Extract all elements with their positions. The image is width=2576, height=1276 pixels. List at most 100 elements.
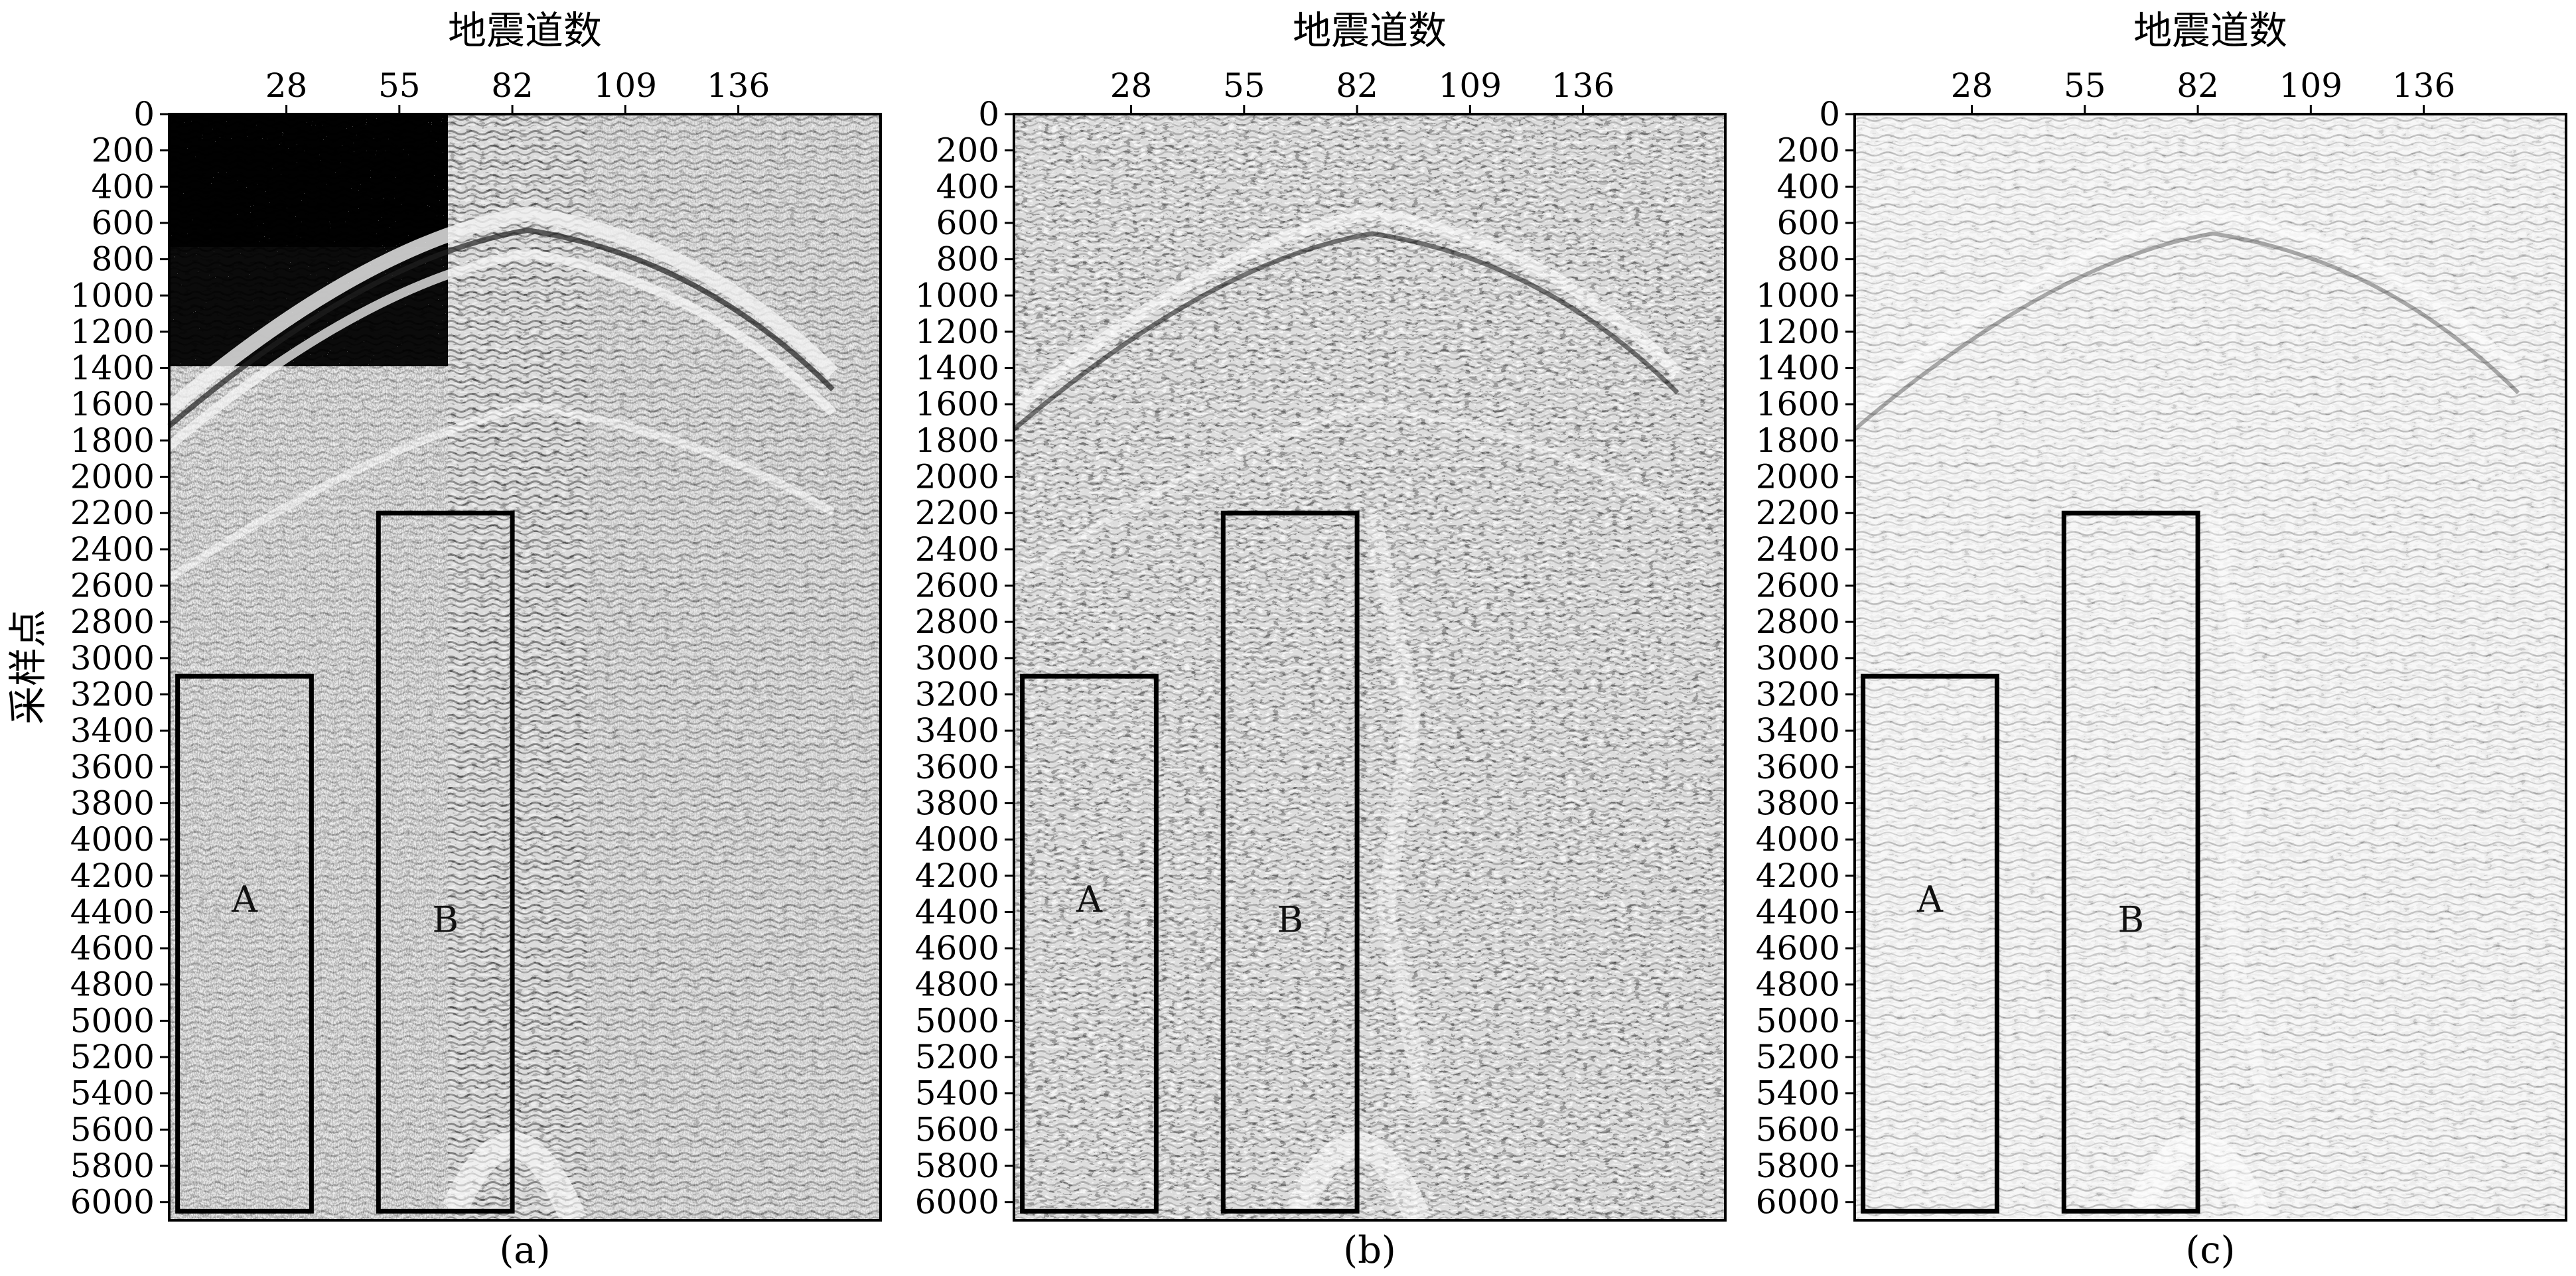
region-box-b-c: [2061, 510, 2200, 1214]
y-tick-label-a-11: 2200: [70, 494, 155, 532]
y-tick-label-b-13: 2600: [915, 567, 999, 605]
y-tick-label-a-15: 3000: [70, 639, 155, 677]
y-tick-label-a-14: 2800: [70, 603, 155, 641]
y-tick-label-c-30: 6000: [1756, 1183, 1840, 1222]
seismic-image-a: [164, 114, 881, 1226]
y-tick-label-c-20: 4000: [1756, 820, 1840, 859]
y-tick-label-a-12: 2400: [70, 530, 155, 569]
y-tick-label-a-3: 600: [92, 204, 155, 242]
seismic-image-b: [1010, 114, 1725, 1226]
x-tick-label-a-3: 109: [594, 66, 657, 105]
y-tick-label-b-7: 1400: [915, 349, 999, 388]
x-axis-c: 28 55 82 109 136: [1951, 66, 2455, 114]
y-axis-c: 0200400600800100012001400160018002000220…: [1756, 95, 1855, 1222]
y-tick-label-c-7: 1400: [1756, 349, 1840, 388]
region-label-a-a: A: [231, 879, 258, 920]
region-label-a-c: A: [1916, 879, 1944, 920]
x-tick-label-c-0: 28: [1951, 66, 1993, 105]
y-tick-label-b-12: 2400: [915, 530, 999, 569]
x-tick-label-a-4: 136: [707, 66, 770, 105]
y-tick-label-b-21: 4200: [915, 857, 999, 895]
region-box-a-b: [1020, 673, 1159, 1214]
y-tick-label-b-27: 5400: [915, 1074, 999, 1113]
x-tick-label-c-3: 109: [2279, 66, 2342, 105]
y-tick-label-c-28: 5600: [1756, 1110, 1840, 1149]
x-tick-label-a-0: 28: [265, 66, 308, 105]
y-tick-label-a-30: 6000: [70, 1183, 155, 1222]
y-axis-b: 0200400600800100012001400160018002000220…: [915, 95, 1014, 1222]
x-tick-label-c-1: 55: [2064, 66, 2106, 105]
y-tick-label-c-11: 2200: [1756, 494, 1840, 532]
x-axis-title-b: 地震道数: [1293, 8, 1447, 53]
y-tick-label-a-7: 1400: [70, 349, 155, 388]
region-label-b-a: B: [432, 898, 459, 940]
y-tick-label-c-4: 800: [1777, 240, 1840, 279]
region-label-b-c: B: [2117, 898, 2144, 940]
y-tick-label-b-16: 3200: [915, 675, 999, 713]
y-axis-title-a: 采样点: [5, 609, 50, 725]
y-tick-label-c-25: 5000: [1756, 1001, 1840, 1040]
y-tick-label-c-15: 3000: [1756, 639, 1840, 677]
y-tick-label-b-5: 1000: [915, 276, 999, 315]
y-tick-label-c-3: 600: [1777, 204, 1840, 242]
x-tick-label-b-3: 109: [1439, 66, 1502, 105]
y-tick-label-b-6: 1200: [915, 313, 999, 351]
y-tick-label-b-1: 200: [936, 131, 999, 170]
y-tick-label-c-5: 1000: [1756, 276, 1840, 315]
y-tick-label-a-17: 3400: [70, 711, 155, 750]
y-tick-label-b-4: 800: [936, 240, 999, 279]
panel-caption-b: (b): [1343, 1229, 1396, 1272]
y-tick-label-c-9: 1800: [1756, 421, 1840, 460]
x-tick-label-b-2: 82: [1336, 66, 1378, 105]
y-tick-label-c-24: 4800: [1756, 965, 1840, 1004]
y-tick-label-a-23: 4600: [70, 929, 155, 967]
y-tick-label-a-8: 1600: [70, 385, 155, 423]
y-tick-label-c-8: 1600: [1756, 385, 1840, 423]
x-tick-label-b-4: 136: [1551, 66, 1614, 105]
y-tick-label-a-21: 4200: [70, 857, 155, 895]
y-tick-label-c-12: 2400: [1756, 530, 1840, 569]
y-tick-label-a-6: 1200: [70, 313, 155, 351]
y-tick-label-c-13: 2600: [1756, 567, 1840, 605]
y-tick-label-b-15: 3000: [915, 639, 999, 677]
panel-b: 28 55 82 109 136 020040060080010001200140016…: [915, 66, 1727, 1226]
y-tick-label-a-26: 5200: [70, 1038, 155, 1076]
y-tick-label-b-30: 6000: [915, 1183, 999, 1222]
y-tick-label-a-9: 1800: [70, 421, 155, 460]
y-tick-label-b-23: 4600: [915, 929, 999, 967]
y-tick-label-a-22: 4400: [70, 892, 155, 931]
plot-frame-c: [1853, 113, 2567, 1222]
region-box-b-b: [1220, 510, 1360, 1214]
y-tick-label-b-11: 2200: [915, 494, 999, 532]
y-tick-label-b-10: 2000: [915, 458, 999, 496]
x-tick-label-a-1: 55: [378, 66, 421, 105]
x-tick-label-c-2: 82: [2177, 66, 2219, 105]
region-box-a-a: [175, 673, 314, 1214]
y-tick-label-c-27: 5400: [1756, 1074, 1840, 1113]
y-tick-label-b-24: 4800: [915, 965, 999, 1004]
y-tick-label-a-13: 2600: [70, 567, 155, 605]
y-tick-label-b-0: 0: [978, 95, 999, 133]
x-axis-title-a: 地震道数: [448, 8, 602, 53]
x-tick-label-b-0: 28: [1110, 66, 1153, 105]
y-axis-a: 0200400600800100012001400160018002000220…: [70, 95, 169, 1222]
y-tick-label-a-5: 1000: [70, 276, 155, 315]
x-axis-a: 28 55 82 109 136: [265, 66, 770, 114]
y-tick-label-a-16: 3200: [70, 675, 155, 713]
x-tick-label-c-4: 136: [2392, 66, 2455, 105]
y-tick-label-c-23: 4600: [1756, 929, 1840, 967]
y-tick-label-c-22: 4400: [1756, 892, 1840, 931]
y-tick-label-c-18: 3600: [1756, 748, 1840, 786]
y-tick-label-a-29: 5800: [70, 1147, 155, 1185]
y-tick-label-a-2: 400: [92, 167, 155, 206]
y-tick-label-c-2: 400: [1777, 167, 1840, 206]
y-tick-label-a-25: 5000: [70, 1001, 155, 1040]
panel-caption-c: (c): [2185, 1229, 2235, 1272]
y-tick-label-b-26: 5200: [915, 1038, 999, 1076]
y-tick-label-c-26: 5200: [1756, 1038, 1840, 1076]
y-tick-label-a-1: 200: [92, 131, 155, 170]
y-tick-label-a-24: 4800: [70, 965, 155, 1004]
y-tick-label-b-28: 5600: [915, 1110, 999, 1149]
y-tick-label-b-3: 600: [936, 204, 999, 242]
